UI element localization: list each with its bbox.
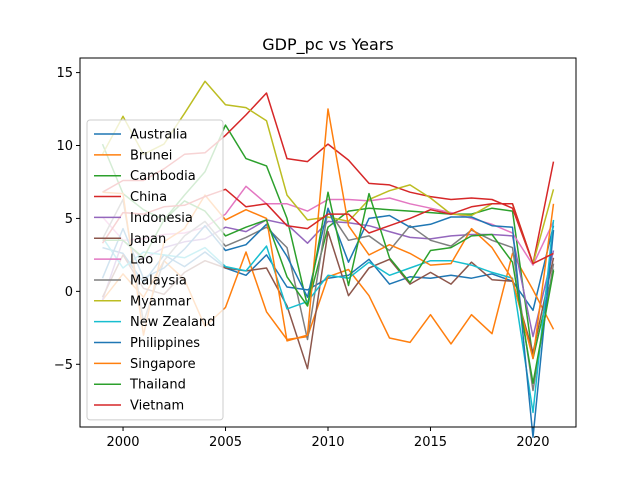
legend-label: New Zealand — [130, 315, 215, 330]
legend-label: Myanmar — [130, 294, 192, 309]
legend-label: Cambodia — [130, 169, 196, 184]
legend-label: Thailand — [129, 378, 186, 393]
legend-label: Lao — [130, 253, 153, 268]
y-tick-label: 5 — [65, 212, 73, 227]
legend-box — [86, 119, 224, 421]
legend-label: Singapore — [130, 357, 196, 372]
legend: Australia Brunei Cambodia China Indonesia Jap… — [86, 119, 224, 421]
legend-label: Philippines — [130, 336, 200, 351]
legend-label: Australia — [130, 128, 188, 143]
x-tick-label: 2020 — [516, 435, 549, 450]
x-tick-label: 2015 — [414, 435, 447, 450]
legend-label: Brunei — [130, 148, 172, 163]
legend-label: Indonesia — [130, 211, 193, 226]
chart-title: GDP_pc vs Years — [262, 35, 394, 55]
plot-frame — [79, 57, 577, 428]
legend-label: China — [130, 190, 167, 205]
legend-label: Vietnam — [130, 399, 184, 414]
legend-label: Japan — [129, 232, 166, 247]
y-tick-label: −5 — [54, 358, 73, 373]
x-axis: 2000 2005 2010 2015 2020 — [106, 427, 550, 450]
x-tick-label: 2010 — [311, 435, 344, 450]
x-tick-label: 2005 — [209, 435, 242, 450]
y-tick-label: 10 — [56, 139, 73, 154]
y-axis: −5 0 5 10 15 — [54, 66, 80, 373]
legend-label: Malaysia — [130, 273, 187, 288]
x-tick-label: 2000 — [106, 435, 139, 450]
y-tick-label: 15 — [56, 66, 73, 81]
y-tick-label: 0 — [65, 285, 73, 300]
